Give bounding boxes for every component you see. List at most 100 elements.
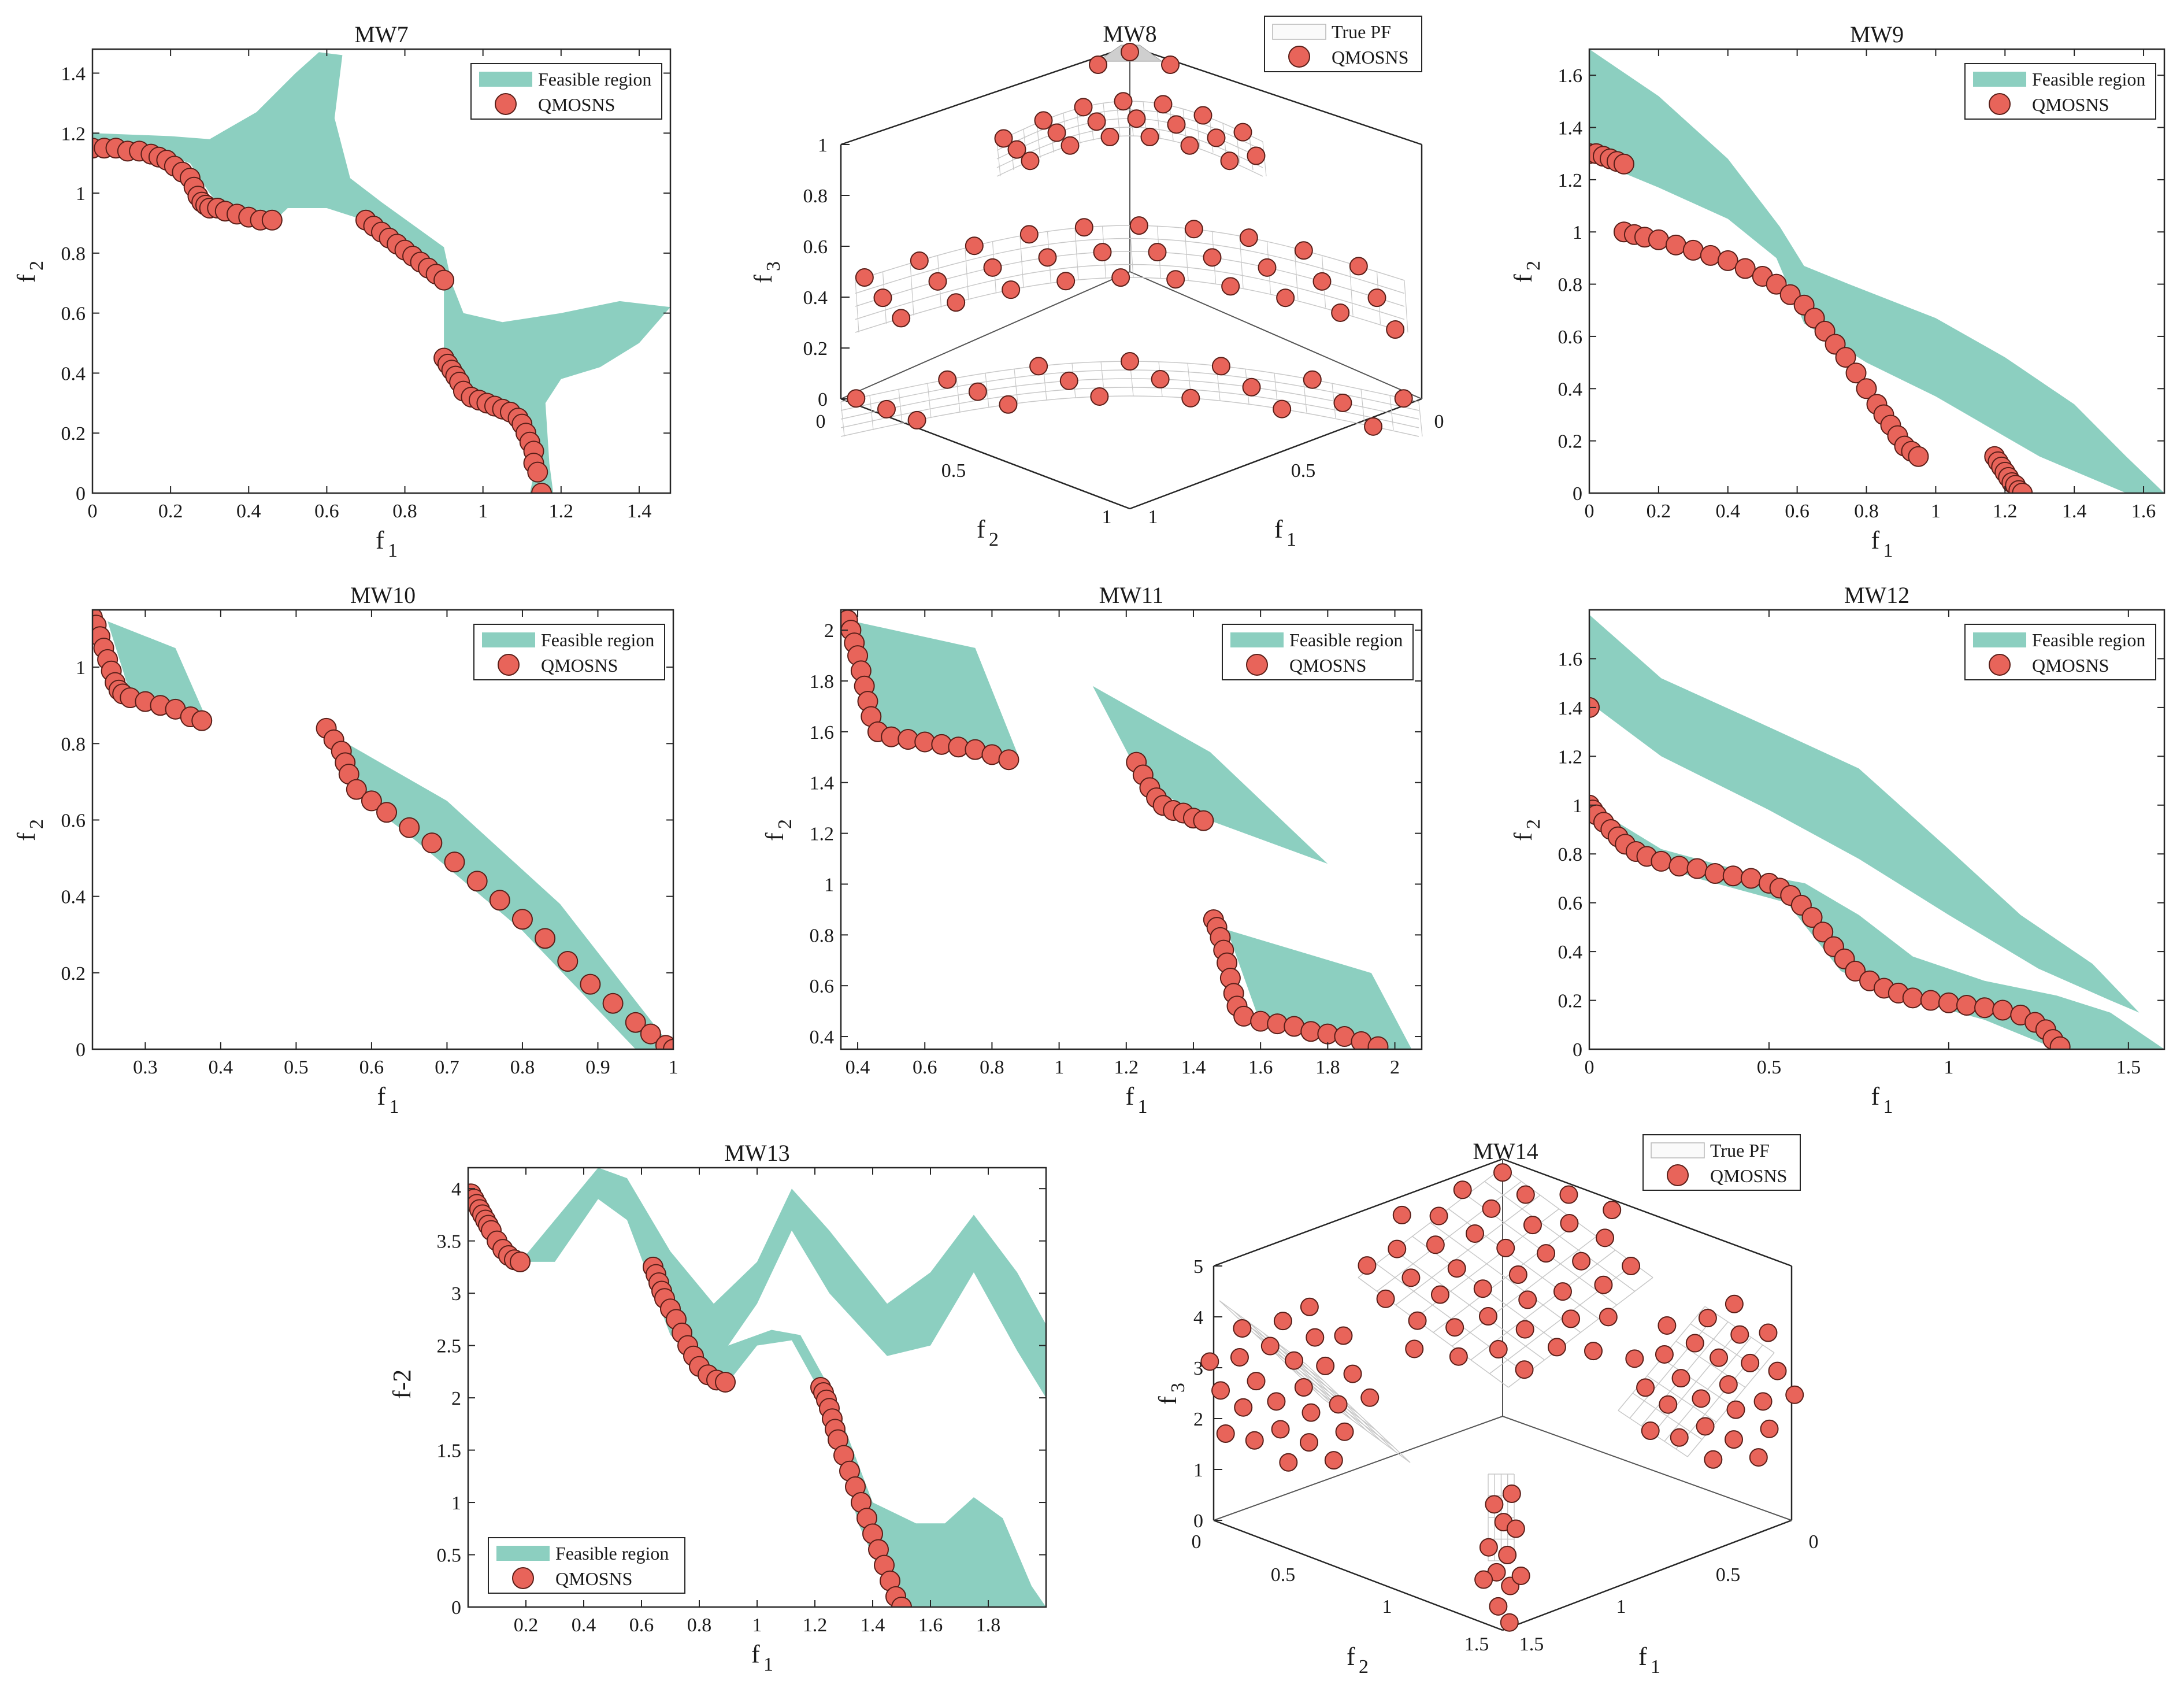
mw12-xtick-label-2: 0.5 <box>1757 1057 1782 1078</box>
mw9-xlabel: f <box>1871 526 1880 554</box>
mw14-point-74 <box>1685 1334 1704 1353</box>
mw8-plot: MW8 0 0.2 0.4 0.6 0.8 1 0 0.5 1 0 0.5 1 f 1 f 2 f 3… <box>749 16 1444 550</box>
mw8-point-22 <box>873 288 892 308</box>
mw13-legend-marker <box>512 1567 534 1589</box>
mw8-point-18 <box>1220 151 1239 171</box>
mw12-ytick-label-1: 0 <box>1573 1039 1582 1061</box>
mw9-xtick-label-6: 1 <box>1931 501 1941 522</box>
mw8-mesh-line-2-4 <box>840 395 1419 437</box>
mw14-point-39 <box>1358 1256 1377 1275</box>
mw10-xtick-label-7: 0.9 <box>585 1057 610 1078</box>
mw7-xtick-label-3: 0.4 <box>236 501 261 522</box>
mw8-mesh-rib-2-2 <box>898 389 903 424</box>
mw9-point-12 <box>1682 239 1704 261</box>
mw14-point-62 <box>1360 1388 1380 1407</box>
mw13-xlabel: f <box>751 1640 760 1668</box>
mw14-point-15 <box>1445 1318 1464 1337</box>
mw12-legend-label-1: Feasible region <box>2032 630 2145 650</box>
mw8-ztick-label-3: 0.4 <box>803 287 828 309</box>
mw8-point-28 <box>983 258 1002 277</box>
mw12-ytick-label-2: 0.2 <box>1558 991 1583 1012</box>
mw12-ytick-label-5: 0.8 <box>1558 844 1583 865</box>
mw11-ytick-label-2: 0.6 <box>810 976 835 997</box>
mw8-point-27 <box>965 236 984 256</box>
mw11-ytick-label-7: 1.6 <box>810 722 835 743</box>
mw8-point-30 <box>1019 225 1039 244</box>
mw14-mesh-left-b6 <box>1306 1364 1411 1463</box>
mw10-legend: Feasible region QMOSNS <box>473 624 665 680</box>
mw10-ytick-label-4: 0.6 <box>61 810 86 831</box>
mw9-point-17 <box>1766 273 1787 295</box>
mw8-point-23 <box>892 309 911 328</box>
mw14-point-29 <box>1453 1180 1472 1199</box>
mw12-ytick-label-9: 1.6 <box>1558 649 1583 670</box>
mw12-point-33 <box>1974 997 1996 1019</box>
mw12-point-31 <box>1938 992 1959 1013</box>
mw14-point-68 <box>1692 1389 1711 1408</box>
mw14-point-47 <box>1271 1420 1290 1439</box>
mw8-ticks: 0 0.2 0.4 0.6 0.8 1 0 0.5 1 0 0.5 1 <box>803 135 1444 528</box>
mw10-ylabel-sub: 2 <box>26 819 47 829</box>
mw9-ylabel-text: f <box>1509 274 1537 283</box>
mw13-ytick-label-9: 4 <box>451 1179 461 1200</box>
mw12-point-16 <box>1740 868 1762 889</box>
mw9-ytick-label-7: 1.2 <box>1558 170 1583 191</box>
mw12-point-14 <box>1704 863 1726 884</box>
mw10-point-28 <box>489 890 510 911</box>
mw14-point-22 <box>1594 1275 1613 1294</box>
mw9-xtick-label-5: 0.8 <box>1854 501 1879 522</box>
mw7-ylabel-sub: 2 <box>26 261 47 271</box>
mw8-point-45 <box>1294 241 1313 260</box>
mw11-ytick-label-1: 0.4 <box>810 1027 835 1048</box>
mw14-ztick-label-2: 1 <box>1193 1460 1203 1481</box>
mw13-xtick-label-2: 0.4 <box>572 1615 596 1636</box>
mw8-legend: True PF QMOSNS <box>1264 16 1422 72</box>
mw7-legend-label-2: QMOSNS <box>538 94 615 115</box>
mw14-point-84 <box>1636 1378 1655 1397</box>
mw12-point-25 <box>1845 960 1866 982</box>
mw8-point-24 <box>910 251 929 270</box>
mw8-point-25 <box>928 272 947 291</box>
mw9-legend-feasible-swatch <box>1973 72 2026 87</box>
mw14-point-54 <box>1343 1364 1362 1383</box>
mw12-point-29 <box>1902 987 1923 1009</box>
mw9-point-24 <box>1845 362 1867 384</box>
mw10-ylabel: f2 <box>12 819 47 841</box>
mw14-xtick-label-4: 1.5 <box>1519 1634 1544 1655</box>
mw8-mesh-rib-2-5 <box>985 373 989 408</box>
mw14-point-48 <box>1260 1337 1280 1356</box>
mw8-mesh-rib-2-0 <box>840 401 845 437</box>
mw14-point-92 <box>1625 1349 1644 1368</box>
mw8-point-32 <box>1056 272 1076 291</box>
mw13-legend-label-2: QMOSNS <box>555 1568 632 1589</box>
mw8-mesh-line-2-3 <box>840 387 1419 428</box>
mw11-point-43 <box>1367 1036 1389 1049</box>
mw11-ylabel-sub: 2 <box>774 819 796 829</box>
mw8-point-34 <box>1093 243 1112 262</box>
mw8-mesh-line-2-1 <box>840 369 1419 411</box>
mw14-xtick-label-2: 0.5 <box>1716 1564 1741 1586</box>
mw14-ylabel-text: f <box>1347 1642 1355 1671</box>
mw8-mesh-rib-1-20 <box>1404 280 1408 333</box>
mw14-point-9 <box>1553 1282 1572 1301</box>
mw14-point-46 <box>1316 1356 1335 1375</box>
mw8-zlabel: f 3 <box>749 261 784 283</box>
mw14-point-19 <box>1560 1214 1579 1233</box>
mw9-title: MW9 <box>1850 21 1904 47</box>
mw14-point-41 <box>1294 1378 1313 1397</box>
mw12-ytick-label-3: 0.4 <box>1558 942 1583 963</box>
mw8-point-59 <box>1090 387 1109 406</box>
mw9-point-6 <box>1613 153 1634 175</box>
mw11-legend-label-1: Feasible region <box>1289 630 1403 650</box>
mw10-point-32 <box>580 973 601 995</box>
mw8-point-31 <box>1038 248 1057 267</box>
mw8-point-16 <box>1193 106 1212 125</box>
mw14-xtick-label-1: 0 <box>1809 1531 1819 1553</box>
mw8-point-69 <box>1394 389 1413 408</box>
mw14-point-100 <box>1485 1495 1504 1514</box>
mw8-mesh-line-0-4 <box>996 135 1263 177</box>
mw8-point-63 <box>1211 357 1230 376</box>
mw14-xtick-label-3: 1 <box>1616 1596 1626 1617</box>
mw8-point-58 <box>1059 371 1078 390</box>
